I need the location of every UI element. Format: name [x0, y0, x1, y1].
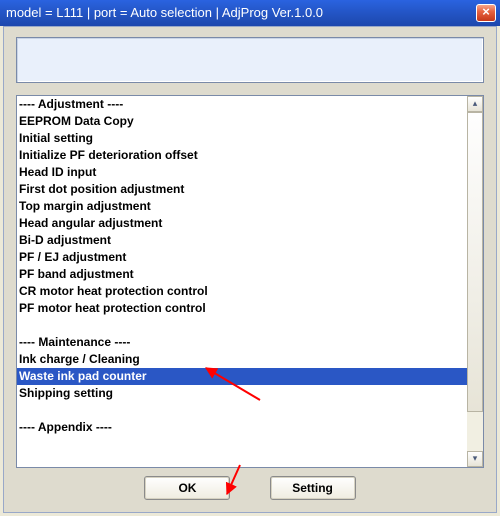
list-item[interactable]: Shipping setting: [17, 385, 467, 402]
window-title: model = L111 | port = Auto selection | A…: [6, 5, 323, 20]
list-item[interactable]: CR motor heat protection control: [17, 283, 467, 300]
list-item[interactable]: First dot position adjustment: [17, 181, 467, 198]
chevron-up-icon: ▴: [473, 98, 478, 108]
chevron-down-icon: ▾: [473, 453, 478, 463]
ok-button[interactable]: OK: [144, 476, 230, 500]
button-bar: OK Setting: [4, 476, 496, 506]
close-button[interactable]: ×: [476, 4, 496, 22]
scroll-up-button[interactable]: ▴: [467, 96, 483, 112]
list-item[interactable]: Head ID input: [17, 164, 467, 181]
list-item[interactable]: Initialize PF deterioration offset: [17, 147, 467, 164]
list-item[interactable]: Top margin adjustment: [17, 198, 467, 215]
scroll-thumb[interactable]: [467, 112, 483, 412]
list-item[interactable]: Waste ink pad counter: [17, 368, 467, 385]
list-item[interactable]: PF motor heat protection control: [17, 300, 467, 317]
list-item[interactable]: Ink charge / Cleaning: [17, 351, 467, 368]
client-area: ---- Adjustment ----EEPROM Data CopyInit…: [3, 26, 497, 513]
list-item[interactable]: ---- Adjustment ----: [17, 96, 467, 113]
list-item[interactable]: ---- Maintenance ----: [17, 334, 467, 351]
list-item[interactable]: Initial setting: [17, 130, 467, 147]
window: model = L111 | port = Auto selection | A…: [0, 0, 500, 516]
list-box: ---- Adjustment ----EEPROM Data CopyInit…: [16, 95, 484, 468]
list-items[interactable]: ---- Adjustment ----EEPROM Data CopyInit…: [17, 96, 467, 467]
list-item[interactable]: EEPROM Data Copy: [17, 113, 467, 130]
list-item[interactable]: PF band adjustment: [17, 266, 467, 283]
close-icon: ×: [482, 4, 490, 19]
setting-button[interactable]: Setting: [270, 476, 356, 500]
info-panel: [16, 37, 484, 83]
title-bar: model = L111 | port = Auto selection | A…: [0, 0, 500, 26]
list-item[interactable]: ---- Appendix ----: [17, 419, 467, 436]
list-item[interactable]: Head angular adjustment: [17, 215, 467, 232]
list-item[interactable]: [17, 402, 467, 419]
list-item[interactable]: [17, 317, 467, 334]
list-item[interactable]: PF / EJ adjustment: [17, 249, 467, 266]
scroll-down-button[interactable]: ▾: [467, 451, 483, 467]
scrollbar[interactable]: ▴ ▾: [467, 96, 483, 467]
list-item[interactable]: Bi-D adjustment: [17, 232, 467, 249]
